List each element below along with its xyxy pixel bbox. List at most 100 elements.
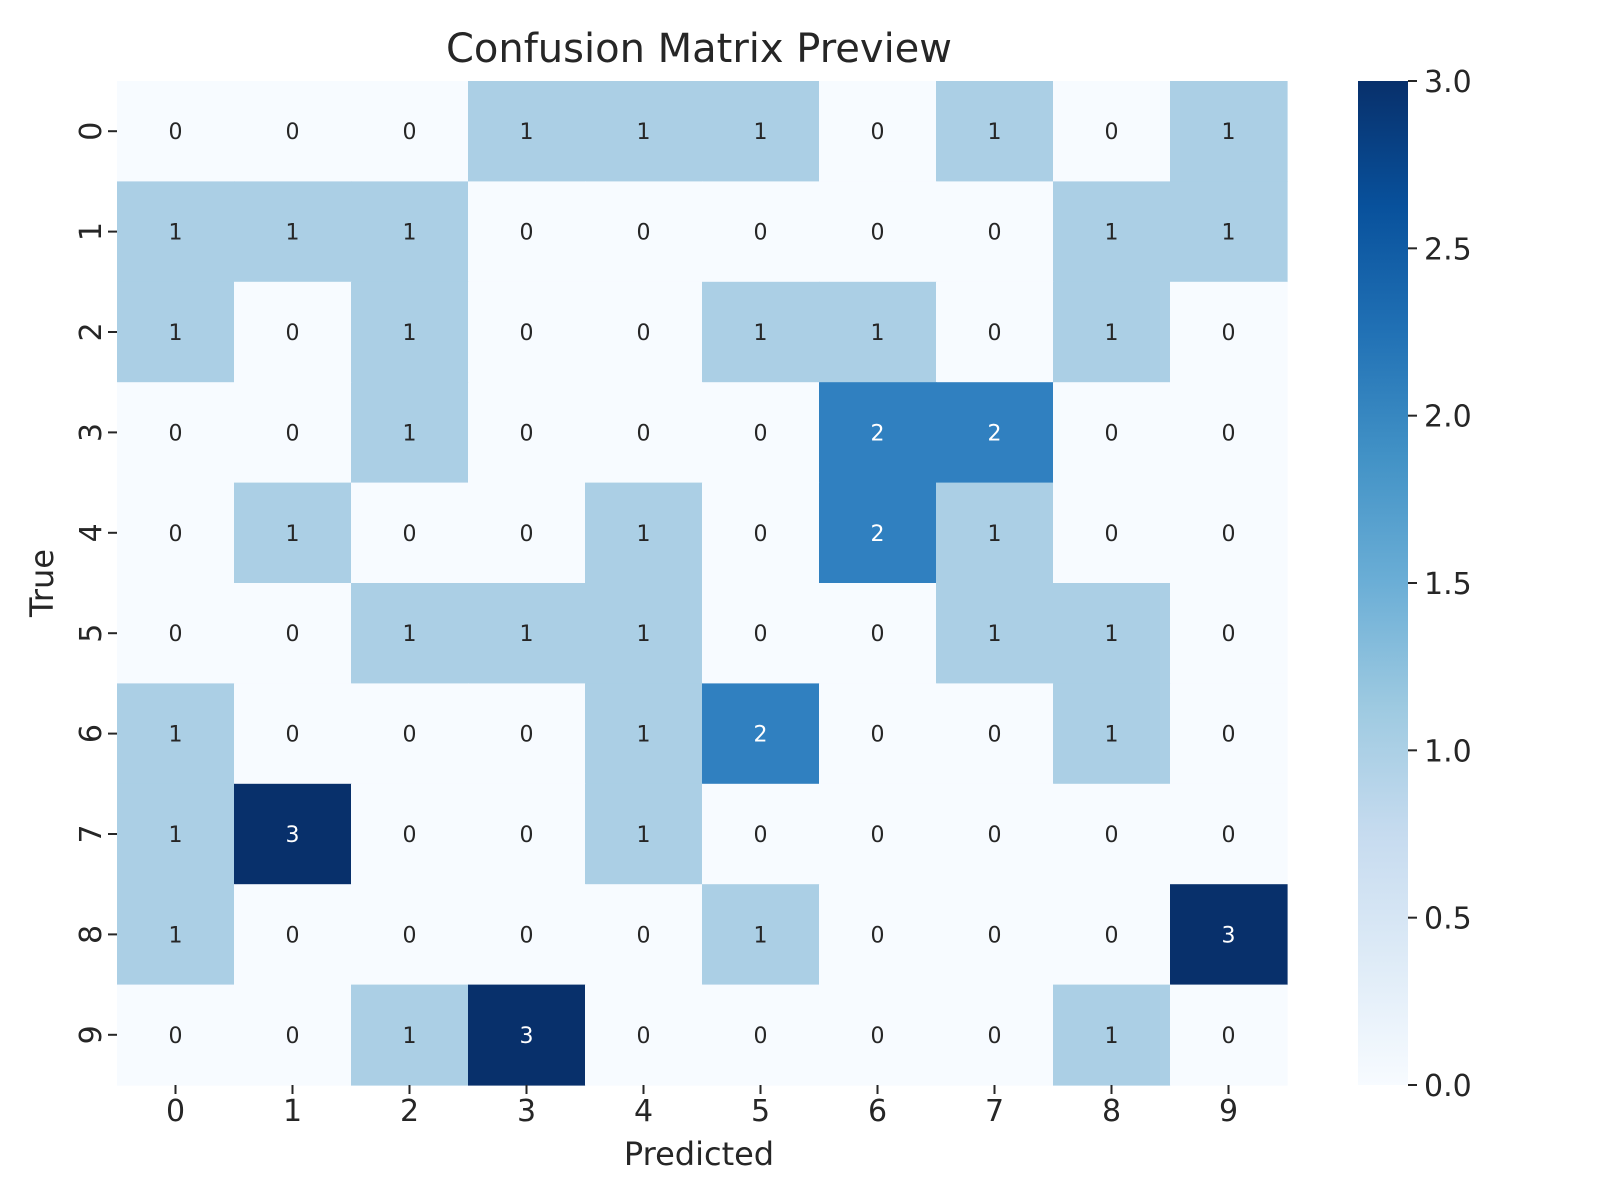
cell-value-label: 0 xyxy=(286,120,300,145)
x-tick-label: 7 xyxy=(985,1094,1004,1129)
cell-value-label: 1 xyxy=(1105,723,1119,748)
heatmap-cell xyxy=(1053,783,1171,885)
heatmap-cell xyxy=(702,482,820,584)
heatmap-cell xyxy=(1170,482,1288,584)
heatmap-cell xyxy=(702,382,820,484)
cell-value-label: 1 xyxy=(754,120,768,145)
cell-value-label: 1 xyxy=(988,120,1002,145)
y-tick-label: 6 xyxy=(74,724,109,743)
cell-value-label: 0 xyxy=(1222,723,1236,748)
heatmap-cell xyxy=(702,783,820,885)
heatmap-cell xyxy=(819,281,937,383)
cell-value-label: 0 xyxy=(754,823,768,848)
cell-value-label: 0 xyxy=(754,622,768,647)
cell-value-label: 0 xyxy=(286,622,300,647)
heatmap-cell xyxy=(234,884,352,986)
heatmap-cell xyxy=(234,984,352,1086)
colorbar-ticks: 0.0 0.5 1.0 1.5 2.0 2.5 3.0 xyxy=(1408,65,1472,1104)
cell-value-label: 3 xyxy=(1222,923,1236,948)
cell-value-label: 1 xyxy=(1105,1024,1119,1049)
heatmap-cell xyxy=(1170,81,1288,182)
heatmap-cell xyxy=(351,382,469,484)
cell-value-label: 3 xyxy=(286,823,300,848)
colorbar-tick-label: 1.5 xyxy=(1424,567,1472,602)
cell-value-label: 1 xyxy=(169,723,183,748)
cell-value-label: 0 xyxy=(403,823,417,848)
heatmap-cell xyxy=(819,382,937,484)
cell-value-label: 1 xyxy=(169,321,183,346)
heatmap-cell xyxy=(585,884,703,986)
x-tick-label: 0 xyxy=(166,1094,185,1129)
heatmap-cell xyxy=(702,181,820,283)
cell-value-label: 0 xyxy=(403,120,417,145)
heatmap-cell xyxy=(468,683,586,785)
heatmap-cell xyxy=(819,683,937,785)
heatmap-cell xyxy=(702,884,820,986)
heatmap-cell xyxy=(117,281,235,383)
cell-value-label: 3 xyxy=(520,1024,534,1049)
heatmap-cell xyxy=(117,984,235,1086)
heatmap-cell xyxy=(936,81,1054,182)
heatmap-cell xyxy=(1053,81,1171,182)
cell-value-label: 0 xyxy=(286,923,300,948)
heatmap-cell xyxy=(351,81,469,182)
heatmap-cell xyxy=(468,181,586,283)
cell-value-label: 0 xyxy=(169,1024,183,1049)
x-tick-label: 9 xyxy=(1219,1094,1238,1129)
heatmap-cell xyxy=(585,281,703,383)
cell-value-label: 1 xyxy=(1222,120,1236,145)
heatmap-cell xyxy=(351,783,469,885)
cell-value-label: 1 xyxy=(871,321,885,346)
heatmap-cell xyxy=(702,683,820,785)
heatmap-cell xyxy=(936,984,1054,1086)
cell-value-label: 0 xyxy=(1222,321,1236,346)
cell-value-label: 0 xyxy=(637,221,651,246)
heatmap-cell xyxy=(936,181,1054,283)
cell-value-label: 0 xyxy=(988,1024,1002,1049)
y-tick-label: 1 xyxy=(74,222,109,241)
heatmap-cell xyxy=(117,482,235,584)
cell-value-label: 1 xyxy=(637,120,651,145)
heatmap-cell xyxy=(585,783,703,885)
heatmap-cell xyxy=(1170,683,1288,785)
colorbar-tick-label: 0.5 xyxy=(1424,902,1472,937)
heatmap-cell xyxy=(117,583,235,684)
cell-value-label: 0 xyxy=(871,823,885,848)
cell-value-label: 0 xyxy=(169,522,183,547)
cell-value-label: 1 xyxy=(637,823,651,848)
cell-value-label: 2 xyxy=(988,421,1002,446)
cell-value-label: 0 xyxy=(520,823,534,848)
heatmap-cell xyxy=(468,583,586,684)
colorbar-tick-label: 2.0 xyxy=(1424,400,1472,435)
cell-value-label: 0 xyxy=(988,321,1002,346)
cell-value-label: 0 xyxy=(988,221,1002,246)
x-tick-label: 8 xyxy=(1102,1094,1121,1129)
cell-value-label: 0 xyxy=(637,421,651,446)
cell-value-label: 0 xyxy=(520,723,534,748)
heatmap-cell xyxy=(351,683,469,785)
heatmap-cell xyxy=(702,583,820,684)
cell-value-label: 1 xyxy=(1105,221,1119,246)
cell-value-label: 0 xyxy=(520,923,534,948)
cell-value-label: 0 xyxy=(1105,923,1119,948)
heatmap-cells xyxy=(117,81,1288,1086)
x-axis-ticks: 0 1 2 3 4 5 6 7 8 9 xyxy=(166,1085,1238,1129)
cell-value-label: 1 xyxy=(988,522,1002,547)
heatmap-cell xyxy=(117,382,235,484)
cell-value-label: 0 xyxy=(403,723,417,748)
cell-value-label: 2 xyxy=(871,421,885,446)
heatmap-cell xyxy=(702,281,820,383)
heatmap-cell xyxy=(468,783,586,885)
heatmap-cell xyxy=(585,482,703,584)
cell-value-label: 0 xyxy=(1222,421,1236,446)
cell-value-label: 1 xyxy=(286,522,300,547)
heatmap-cell xyxy=(234,583,352,684)
cell-value-label: 1 xyxy=(754,923,768,948)
y-tick-label: 0 xyxy=(74,122,109,141)
cell-value-label: 1 xyxy=(403,421,417,446)
y-tick-label: 8 xyxy=(74,925,109,944)
heatmap-cell xyxy=(819,583,937,684)
cell-value-label: 1 xyxy=(637,622,651,647)
cell-value-label: 0 xyxy=(637,1024,651,1049)
heatmap-cell xyxy=(234,683,352,785)
